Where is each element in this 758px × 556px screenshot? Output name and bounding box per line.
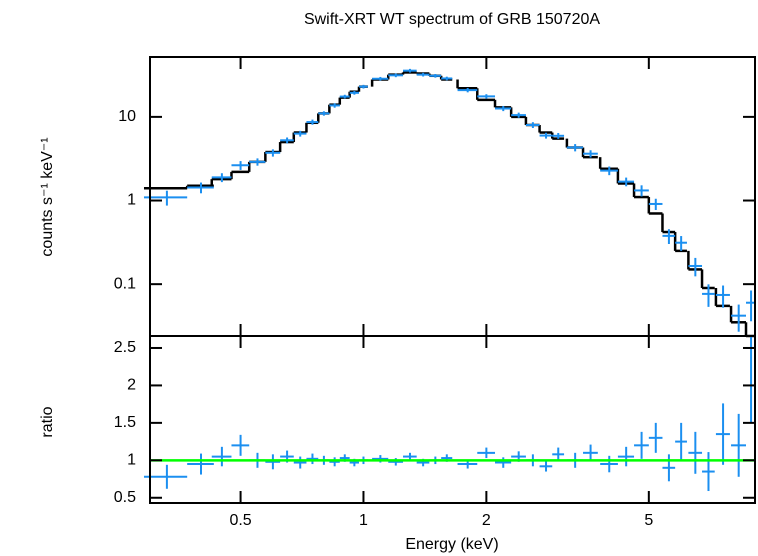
- y-tick-label: 0.5: [114, 489, 136, 506]
- x-axis-label: Energy (keV): [405, 536, 498, 553]
- y-tick-label: 0.1: [114, 275, 136, 292]
- y-axis-label: counts s⁻¹ keV⁻¹: [39, 137, 56, 256]
- y-tick-label: 2: [127, 377, 136, 394]
- y-tick-label: 1: [127, 452, 136, 469]
- x-tick-label: 0.5: [229, 512, 251, 529]
- y-tick-label: 1.5: [114, 414, 136, 431]
- plot-frame: [149, 56, 756, 337]
- y-tick-label: 1: [127, 192, 136, 209]
- chart-title: Swift-XRT WT spectrum of GRB 150720A: [304, 11, 600, 28]
- y-tick-label: 2.5: [114, 339, 136, 356]
- x-tick-label: 2: [482, 512, 491, 529]
- plot-frame: [149, 335, 756, 504]
- x-tick-label: 5: [644, 512, 653, 529]
- y-axis-label: ratio: [39, 406, 56, 437]
- x-tick-label: 1: [359, 512, 368, 529]
- y-tick-label: 10: [118, 108, 136, 125]
